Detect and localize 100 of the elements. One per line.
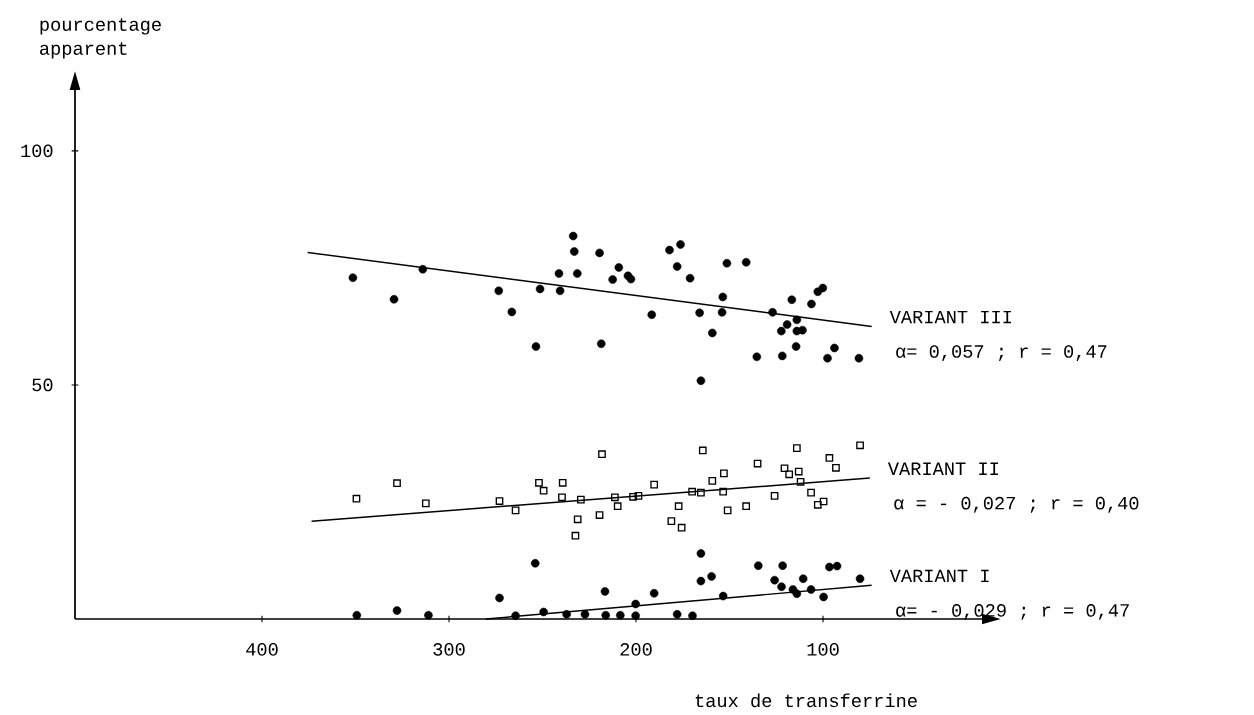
y-tick-label: 50 (32, 378, 53, 392)
point (707, 572, 716, 581)
point (754, 561, 763, 570)
point (782, 320, 792, 329)
point (600, 587, 610, 596)
point (531, 342, 541, 351)
point (777, 351, 787, 361)
x-axis-title: taux de transferrine (695, 693, 917, 708)
annotation: α = - 0,027 ; r = 0,40 (894, 496, 1139, 513)
point (718, 591, 728, 601)
point (598, 450, 606, 459)
annotation: α= 0,057 ; r = 0,47 (896, 345, 1107, 361)
point (825, 562, 834, 572)
point (495, 497, 504, 505)
x-tick-label: 400 (246, 643, 278, 656)
point (352, 494, 361, 503)
point (649, 588, 659, 598)
point (392, 606, 402, 615)
point (595, 248, 604, 258)
point (530, 559, 540, 568)
series-label: VARIANT III (889, 310, 1012, 324)
point (792, 444, 801, 452)
point (741, 258, 751, 267)
point (539, 486, 548, 495)
point (672, 262, 682, 271)
point (718, 292, 728, 302)
x-tick-label: 200 (620, 643, 652, 656)
point (576, 495, 585, 504)
point (752, 352, 762, 362)
point (832, 463, 840, 472)
point (723, 506, 732, 515)
point (674, 502, 683, 511)
point (818, 283, 828, 293)
point (787, 295, 797, 304)
point (611, 493, 619, 502)
point (825, 454, 834, 462)
point (650, 480, 659, 489)
point (616, 610, 625, 620)
point (667, 517, 676, 526)
point (696, 549, 706, 558)
point (511, 611, 520, 620)
point (798, 574, 808, 584)
point (792, 589, 802, 598)
point (806, 585, 816, 594)
point (792, 315, 802, 325)
point (778, 561, 787, 570)
point (830, 343, 839, 353)
point (554, 269, 564, 278)
point (696, 576, 706, 586)
point (535, 478, 543, 487)
point (389, 294, 399, 304)
point (558, 493, 566, 502)
point (352, 610, 362, 620)
point (539, 607, 548, 617)
point (677, 523, 686, 532)
point (568, 231, 578, 241)
point (780, 464, 789, 473)
point (722, 258, 732, 268)
point (708, 328, 717, 338)
point (571, 531, 580, 540)
point (608, 275, 617, 284)
point (631, 611, 640, 620)
point (580, 610, 590, 619)
point (562, 610, 571, 619)
point (813, 500, 822, 509)
point (507, 307, 517, 317)
point (819, 592, 828, 602)
point (631, 599, 640, 609)
point (573, 515, 582, 524)
point (672, 610, 682, 619)
x-tick-label: 100 (807, 643, 839, 656)
point (823, 353, 832, 363)
point (796, 477, 805, 486)
point (647, 310, 656, 319)
point (685, 273, 695, 283)
point (785, 470, 794, 479)
point (819, 497, 828, 506)
point (573, 269, 582, 278)
point (558, 478, 567, 487)
point (665, 245, 674, 255)
point (777, 582, 786, 591)
point (495, 593, 504, 603)
point (770, 492, 779, 500)
point (708, 477, 717, 485)
point (688, 611, 697, 620)
point (768, 308, 777, 317)
series-label: VARIANT I (889, 569, 989, 583)
y-axis-title: pourcentage apparent (40, 18, 161, 59)
point (535, 284, 545, 294)
point (720, 469, 728, 478)
point (794, 467, 803, 476)
annotation: α= - 0,029 ; r = 0,47 (896, 604, 1129, 620)
point (770, 575, 779, 585)
point (698, 446, 707, 455)
point (676, 240, 685, 249)
point (614, 263, 624, 272)
point (613, 502, 622, 511)
point (777, 326, 786, 336)
point (697, 488, 705, 497)
point (421, 499, 430, 508)
